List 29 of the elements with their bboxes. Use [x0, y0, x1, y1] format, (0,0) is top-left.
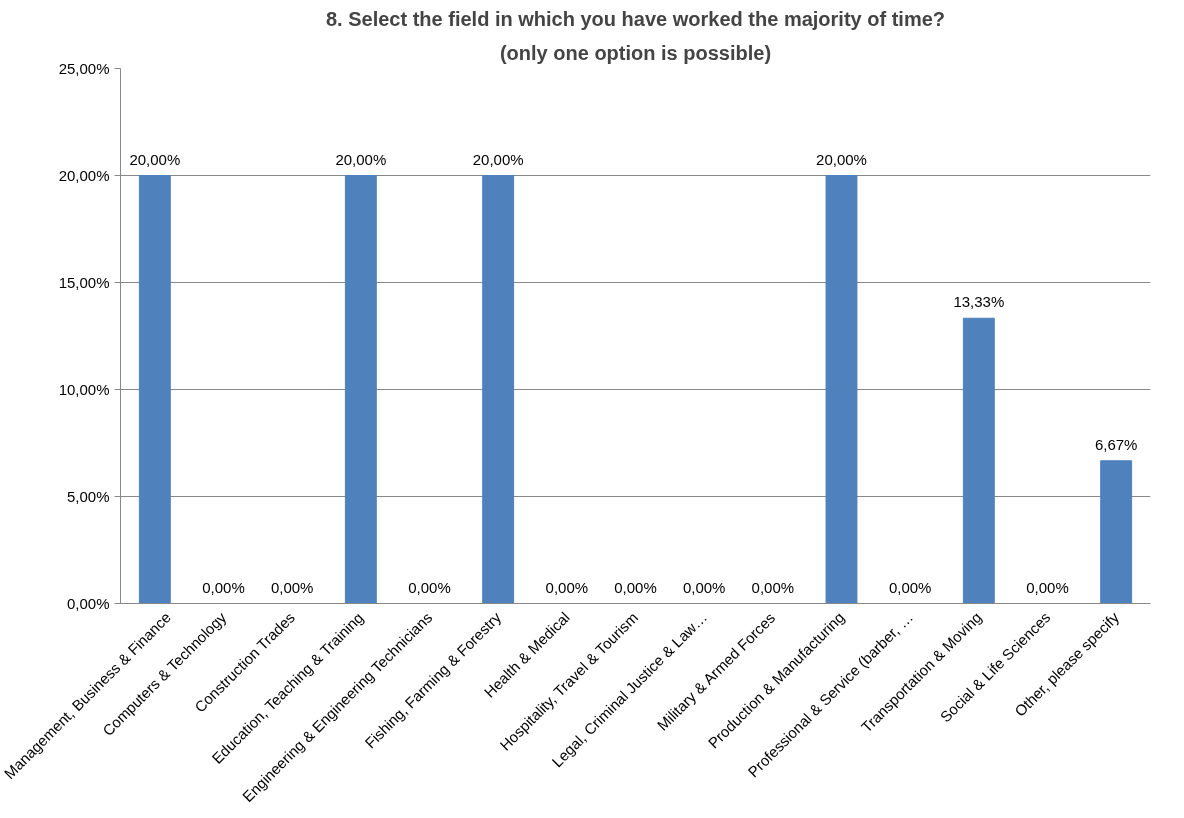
data-label: 0,00%	[614, 578, 657, 596]
data-label: 13,33%	[953, 293, 1005, 311]
data-label: 0,00%	[545, 578, 589, 596]
y-tick-label: 15,00%	[58, 274, 110, 291]
bar	[1100, 460, 1133, 604]
data-label: 20,00%	[335, 150, 387, 168]
data-label: 20,00%	[129, 150, 181, 168]
data-label: 0,00%	[202, 578, 245, 596]
y-tick-label: 20,00%	[58, 167, 110, 184]
data-label: 20,00%	[816, 150, 867, 168]
data-label: 0,00%	[1026, 578, 1069, 596]
data-label: 0,00%	[682, 578, 726, 596]
y-tick-label: 10,00%	[58, 381, 110, 398]
data-label: 0,00%	[408, 578, 451, 596]
chart-title: 8. Select the field in which you have worked the majority of time?	[325, 7, 946, 30]
bar	[138, 175, 171, 604]
data-label: 0,00%	[270, 578, 314, 596]
y-tick-label: 5,00%	[66, 488, 110, 505]
bar	[344, 175, 377, 604]
y-tick-label: 25,00%	[58, 60, 110, 77]
data-label: 6,67%	[1094, 435, 1138, 453]
chart-subtitle: (only one option is possible)	[499, 41, 772, 64]
data-label: 0,00%	[751, 578, 795, 596]
bar	[482, 175, 515, 604]
bar	[962, 317, 995, 604]
data-label: 20,00%	[472, 150, 524, 168]
data-label: 0,00%	[888, 578, 932, 596]
y-tick-label: 0,00%	[66, 595, 110, 612]
bar	[825, 175, 858, 604]
